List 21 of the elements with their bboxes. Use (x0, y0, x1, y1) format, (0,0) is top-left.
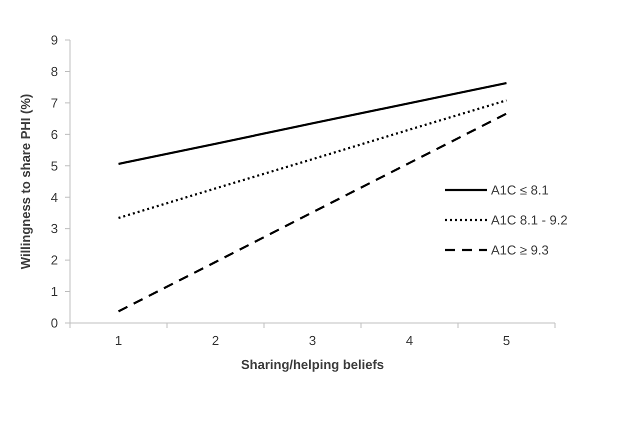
x-axis-title: Sharing/helping beliefs (240, 357, 384, 372)
x-tick-label: 2 (212, 333, 220, 348)
line-series (117, 82, 508, 165)
x-tick-label: 3 (308, 333, 316, 348)
y-tick-label: 3 (50, 221, 58, 236)
y-tick-label: 5 (50, 158, 58, 174)
y-tick-label: 6 (50, 126, 58, 142)
x-tick-label: 4 (406, 333, 414, 348)
y-tick-label: 1 (50, 284, 58, 300)
y-axis-title: Willingness to share PHI (%) (18, 94, 33, 270)
x-tick-label: 1 (114, 333, 122, 348)
legend-label: A1C 8.1 - 9.2 (491, 212, 568, 228)
y-tick-label: 2 (50, 252, 58, 268)
y-tick-label: 7 (50, 95, 58, 110)
legend-label: A1C ≥ 9.3 (491, 242, 549, 258)
legend-label: A1C ≤ 8.1 (491, 182, 549, 198)
y-tick-label: 4 (50, 190, 58, 205)
y-tick-label: 8 (50, 64, 58, 79)
y-tick-label: 0 (50, 316, 58, 331)
y-tick-label: 9 (50, 32, 58, 48)
x-tick-label: 5 (502, 333, 510, 348)
